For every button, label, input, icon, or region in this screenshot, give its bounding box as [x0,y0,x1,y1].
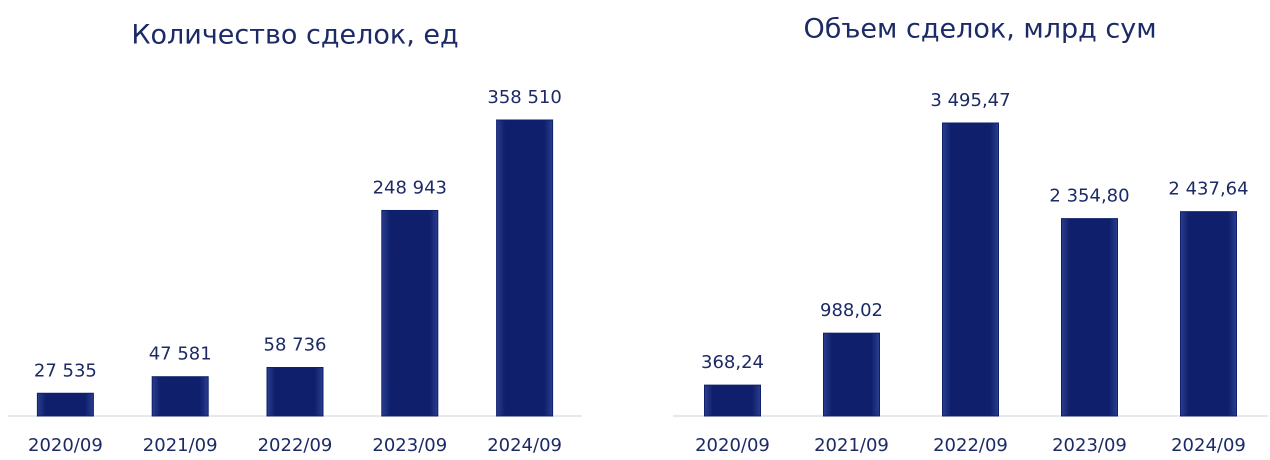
data-label: 358 510 [487,87,561,108]
bar [704,384,761,417]
x-tick-label: 2024/09 [487,435,562,456]
x-tick-label: 2024/09 [1171,435,1246,456]
bar [496,119,554,417]
chart-title: Количество сделок, ед [131,20,458,51]
x-tick-label: 2023/09 [1052,435,1127,456]
x-tick-label: 2021/09 [143,435,218,456]
data-label: 2 437,64 [1168,179,1248,200]
data-label: 248 943 [373,177,447,198]
data-label: 3 495,47 [930,90,1010,111]
data-label: 988,02 [820,300,883,321]
bar [381,209,439,417]
bar [36,392,94,417]
bar [1061,218,1118,417]
data-label: 47 581 [149,344,212,365]
bar [1180,211,1237,417]
data-label: 368,24 [701,352,764,373]
bar [151,376,209,417]
x-tick-label: 2020/09 [28,435,103,456]
bar [942,122,999,417]
x-tick-label: 2022/09 [933,435,1008,456]
x-tick-label: 2021/09 [814,435,889,456]
chart-title: Объем сделок, млрд сум [803,14,1156,45]
x-tick-label: 2022/09 [258,435,333,456]
bar [823,332,880,417]
x-tick-label: 2020/09 [695,435,770,456]
bar [266,367,324,417]
data-label: 58 736 [264,335,327,356]
data-label: 2 354,80 [1049,186,1129,207]
x-tick-label: 2023/09 [372,435,447,456]
data-label: 27 535 [34,360,97,381]
